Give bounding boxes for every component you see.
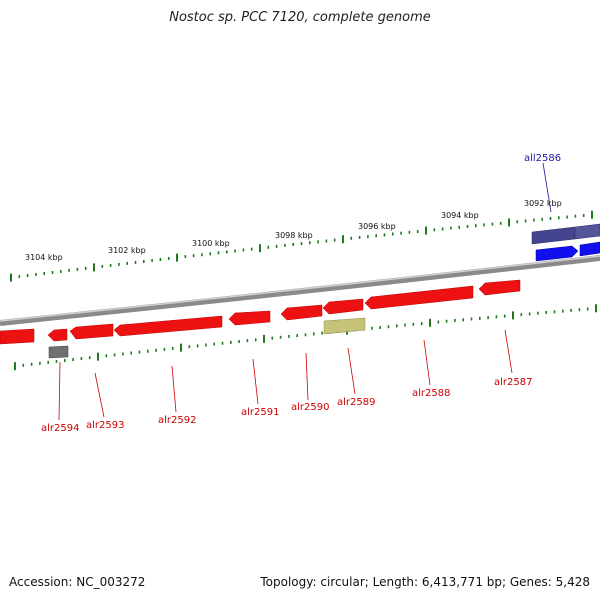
gene-arrow-alr2590[interactable]: [280, 304, 323, 321]
topology-text: Topology: circular; Length: 6,413,771 bp…: [260, 575, 590, 589]
scale-label: 3102 kbp: [108, 246, 146, 255]
scale-ticks-top: [10, 210, 593, 282]
gene-block-olive[interactable]: [323, 317, 366, 335]
gene-arrow-alr2587[interactable]: [478, 279, 521, 296]
label-connectors: [58, 329, 513, 421]
label-connector-all2586: [542, 162, 552, 213]
gene-label-alr2592[interactable]: alr2592: [158, 415, 196, 426]
scale-label: 3104 kbp: [25, 253, 63, 262]
gene-arrow-alr2589-region[interactable]: [322, 298, 364, 315]
gene-arrow-all2586[interactable]: [531, 226, 576, 245]
gene-arrow-alr2593[interactable]: [69, 323, 114, 340]
gene-label-alr2588[interactable]: alr2588: [412, 388, 450, 399]
scale-label: 3098 kbp: [275, 231, 313, 240]
gene-label-alr2590[interactable]: alr2590: [291, 402, 329, 413]
genome-backbone: [0, 255, 600, 326]
scale-label: 3094 kbp: [441, 211, 479, 220]
gene-arrow-alr2588[interactable]: [364, 285, 474, 310]
scale-labels: 3104 kbp 3102 kbp 3100 kbp 3098 kbp 3096…: [25, 199, 562, 262]
map-title: Nostoc sp. PCC 7120, complete genome: [169, 10, 431, 25]
scale-label: 3100 kbp: [192, 239, 230, 248]
gene-arrow-blue[interactable]: [579, 241, 600, 257]
gene-arrow-alr2594[interactable]: [47, 328, 68, 342]
gene-label-alr2589[interactable]: alr2589: [337, 397, 375, 408]
scale-label: 3092 kbp: [524, 199, 562, 208]
scale-ticks-bottom: [14, 304, 597, 371]
gene-label-alr2594[interactable]: alr2594: [41, 423, 79, 434]
gene-arrow-blue[interactable]: [535, 245, 579, 262]
other-genes: [48, 317, 366, 359]
accession-text: Accession: NC_003272: [9, 575, 146, 589]
reverse-genes: [531, 223, 600, 262]
gene-arrow-dark[interactable]: [574, 223, 600, 240]
gene-label-alr2593[interactable]: alr2593: [86, 420, 124, 431]
gene-labels: alr2594 alr2593 alr2592 alr2591 alr2590 …: [41, 153, 561, 434]
gene-arrow[interactable]: [0, 328, 35, 345]
scale-label: 3096 kbp: [358, 222, 396, 231]
gene-label-alr2587[interactable]: alr2587: [494, 377, 532, 388]
gene-arrow-alr2591[interactable]: [228, 310, 271, 326]
gene-label-alr2591[interactable]: alr2591: [241, 407, 279, 418]
gene-block-gray[interactable]: [48, 345, 69, 359]
gene-arrow-alr2592[interactable]: [113, 315, 223, 337]
forward-genes: [0, 279, 521, 345]
gene-label-all2586[interactable]: all2586: [524, 153, 561, 164]
